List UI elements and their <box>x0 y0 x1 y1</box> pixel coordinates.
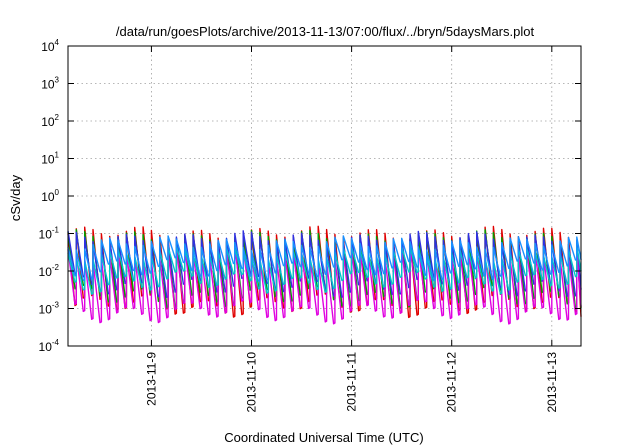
y-tick-label: 104 <box>41 38 59 54</box>
series-line <box>67 235 582 282</box>
ticks <box>68 45 581 347</box>
x-tick-label: 2013-11-9 <box>144 352 158 406</box>
x-tick-labels: 2013-11-9 2013-11-10 2013-11-11 2013-11-12 2… <box>144 352 558 413</box>
y-tick-label: 100 <box>41 188 59 204</box>
x-axis-label: Coordinated Universal Time (UTC) <box>224 430 423 445</box>
series-layer <box>67 225 582 325</box>
y-tick-label: 102 <box>41 113 59 129</box>
x-tick-label: 2013-11-12 <box>445 352 459 413</box>
grid <box>68 46 581 346</box>
y-tick-label: 10-4 <box>39 338 60 354</box>
y-tick-label: 101 <box>41 151 59 167</box>
y-axis-label: cSv/day <box>8 174 23 221</box>
chart-title: /data/run/goesPlots/archive/2013-11-13/0… <box>116 24 535 39</box>
y-tick-labels: 104 103 102 101 100 10-1 10-2 10-3 10-4 <box>39 38 60 354</box>
x-tick-label: 2013-11-11 <box>345 352 359 412</box>
y-tick-label: 10-1 <box>39 226 60 242</box>
y-tick-label: 103 <box>41 76 59 92</box>
x-tick-label: 2013-11-10 <box>245 352 259 413</box>
y-tick-label: 10-3 <box>39 301 60 317</box>
y-tick-label: 10-2 <box>39 263 60 279</box>
x-tick-label: 2013-11-13 <box>545 352 559 413</box>
